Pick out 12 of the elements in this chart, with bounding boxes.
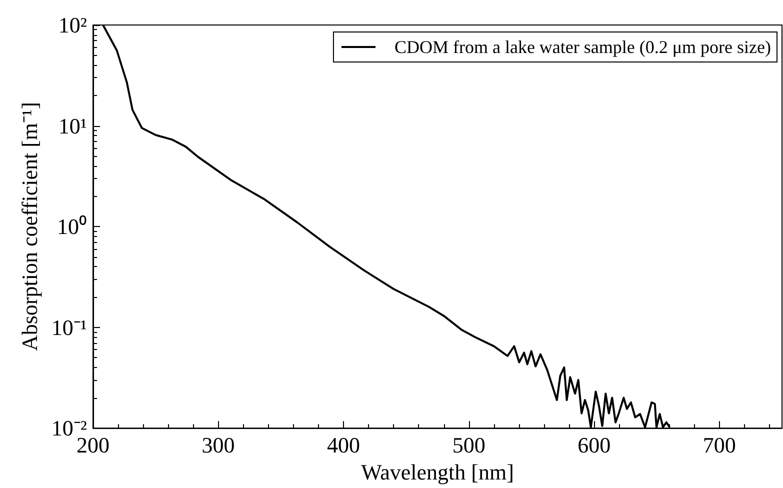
y-tick-label: 10⁻¹ <box>51 314 87 340</box>
x-tick-label: 300 <box>202 432 235 458</box>
x-tick-label: 400 <box>327 432 360 458</box>
legend-label: CDOM from a lake water sample (0.2 μm pore size) <box>394 37 772 57</box>
x-tick-label: 600 <box>578 432 611 458</box>
x-tick-label: 500 <box>452 432 486 458</box>
y-axis-title: Absorption coefficient [m⁻¹] <box>17 102 42 352</box>
x-tick-label: 700 <box>702 432 736 458</box>
y-tick-label: 10⁰ <box>57 214 87 240</box>
y-tick-label: 10¹ <box>58 113 87 138</box>
y-tick-label: 10² <box>58 12 88 38</box>
x-axis-title: Wavelength [nm] <box>361 460 514 484</box>
